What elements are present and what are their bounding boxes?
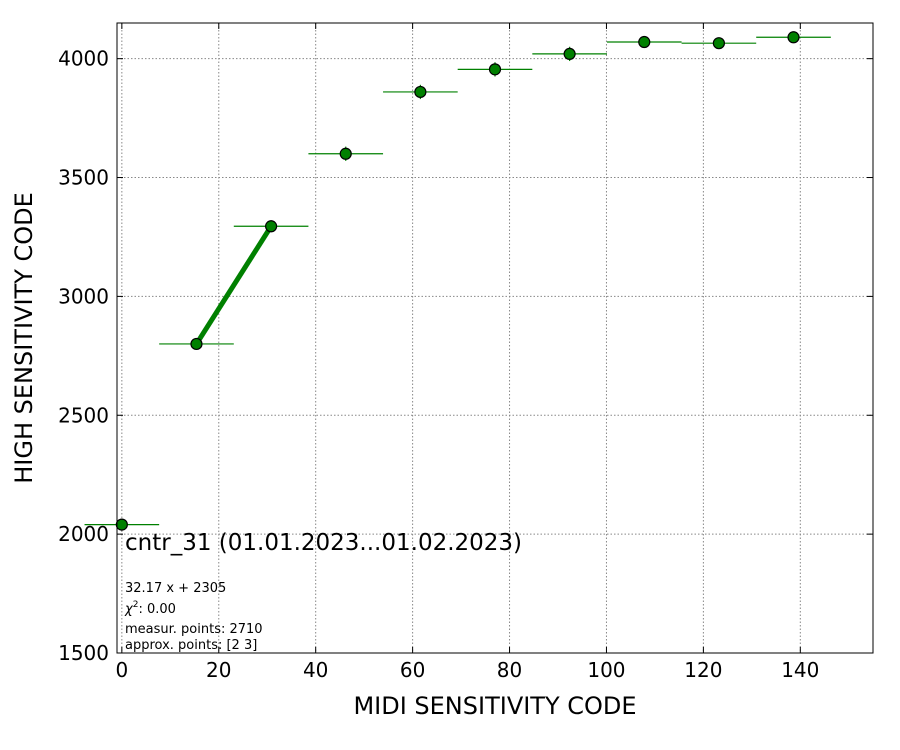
ticks: 0 20 40 60 80 100 120 140 1500 2000 2500 3000 3500 40…	[58, 23, 873, 682]
x-axis-title: MIDI SENSITIVITY CODE	[353, 692, 636, 720]
y-tick-label: 2500	[58, 403, 109, 427]
x-tick-label: 60	[400, 658, 425, 682]
x-tick-label: 20	[206, 658, 231, 682]
data-point	[488, 63, 502, 76]
y-tick-label: 4000	[58, 47, 109, 71]
annotation-chi2-value: : 0.00	[138, 602, 175, 617]
plot-frame	[116, 22, 874, 654]
data-point	[265, 220, 278, 233]
y-axis-title: HIGH SENSITIVITY CODE	[10, 192, 38, 484]
annotation-chi2: χ2: 0.00	[124, 600, 176, 617]
data-point	[339, 147, 352, 160]
y-tick-label: 1500	[58, 641, 109, 665]
data-point	[563, 47, 576, 61]
annotation-fit-equation: 32.17 x + 2305	[125, 581, 226, 596]
y-tick-label: 3500	[58, 166, 109, 190]
x-tick-label: 80	[497, 658, 522, 682]
data-point	[115, 518, 128, 531]
y-tick-label: 2000	[58, 522, 109, 546]
y-tick-label: 3000	[58, 284, 109, 308]
annotation-approx-points: approx. points: [2 3]	[125, 638, 257, 653]
x-tick-label: 40	[303, 658, 328, 682]
grid	[117, 23, 873, 654]
fit-layer	[194, 224, 274, 346]
data-points	[115, 31, 800, 531]
data-point	[712, 37, 725, 50]
error-bars	[84, 33, 831, 527]
x-tick-label: 140	[781, 658, 819, 682]
data-point	[787, 31, 800, 44]
x-tick-label: 0	[115, 658, 128, 682]
x-tick-label: 100	[587, 658, 625, 682]
x-tick-label: 120	[684, 658, 722, 682]
fit-line	[194, 224, 274, 346]
data-point	[190, 337, 203, 351]
annotation-measur-points: measur. points: 2710	[125, 622, 263, 637]
data-point	[638, 35, 651, 49]
data-point	[414, 85, 427, 99]
annotation-title: cntr_31 (01.01.2023...01.02.2023)	[125, 530, 522, 556]
